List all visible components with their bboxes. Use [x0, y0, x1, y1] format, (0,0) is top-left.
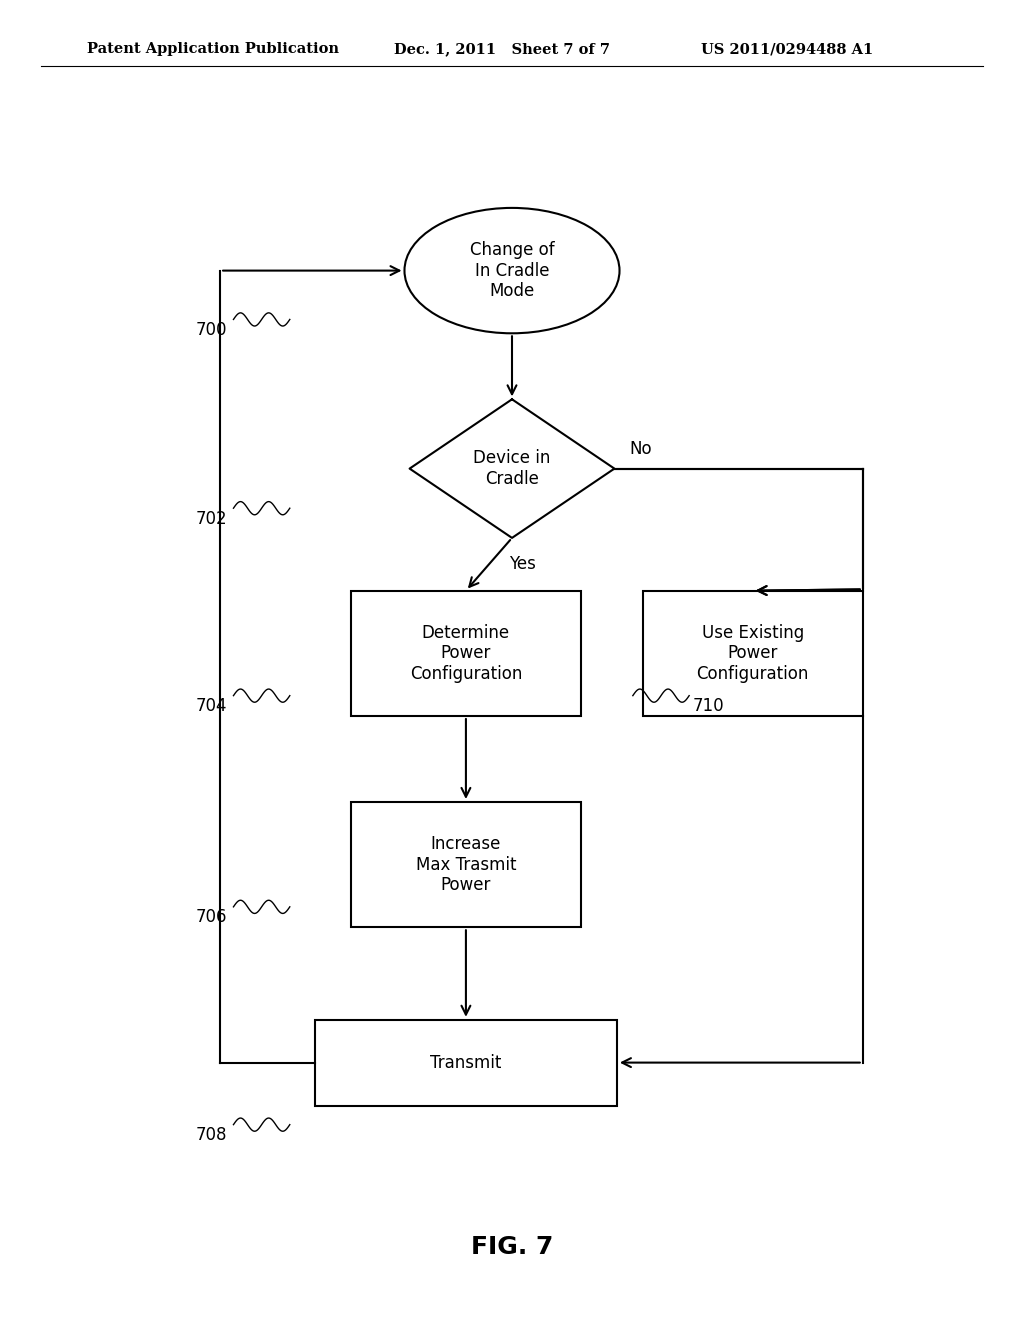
Bar	[643, 591, 862, 715]
Text: FIG. 7: FIG. 7	[471, 1236, 553, 1259]
Text: Change of
In Cradle
Mode: Change of In Cradle Mode	[470, 240, 554, 301]
Bar	[350, 803, 582, 927]
Text: Patent Application Publication: Patent Application Publication	[87, 42, 339, 57]
Text: Increase
Max Trasmit
Power: Increase Max Trasmit Power	[416, 834, 516, 895]
Bar	[350, 591, 582, 715]
Text: 702: 702	[196, 510, 227, 528]
Text: Determine
Power
Configuration: Determine Power Configuration	[410, 623, 522, 684]
Bar	[315, 1019, 616, 1106]
Text: Use Existing
Power
Configuration: Use Existing Power Configuration	[696, 623, 809, 684]
Text: 704: 704	[196, 697, 227, 715]
Text: No: No	[630, 440, 652, 458]
Text: Yes: Yes	[509, 554, 536, 573]
Text: 700: 700	[196, 321, 227, 339]
Text: Device in
Cradle: Device in Cradle	[473, 449, 551, 488]
Text: 710: 710	[692, 697, 724, 715]
Text: 706: 706	[196, 908, 227, 927]
Text: 708: 708	[196, 1126, 227, 1144]
Text: US 2011/0294488 A1: US 2011/0294488 A1	[701, 42, 873, 57]
Text: Transmit: Transmit	[430, 1053, 502, 1072]
Text: Dec. 1, 2011   Sheet 7 of 7: Dec. 1, 2011 Sheet 7 of 7	[394, 42, 610, 57]
